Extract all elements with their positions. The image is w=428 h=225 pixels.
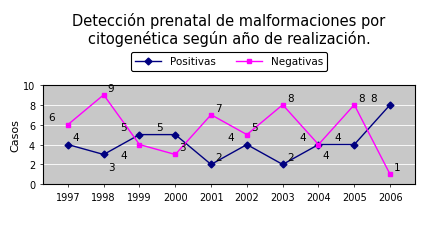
Text: 4: 4 — [227, 133, 234, 143]
Positivas — [173, 134, 178, 136]
Positivas — [387, 104, 392, 107]
Text: 5: 5 — [156, 123, 163, 133]
Positivas — [280, 163, 285, 166]
Text: 4: 4 — [120, 151, 127, 161]
Negativas — [65, 124, 71, 126]
Text: 1: 1 — [394, 162, 401, 172]
Text: 2: 2 — [215, 153, 222, 162]
Text: 4: 4 — [323, 151, 329, 161]
Negativas — [137, 144, 142, 146]
Negativas — [173, 153, 178, 156]
Text: 3: 3 — [179, 143, 186, 153]
Positivas — [137, 134, 142, 136]
Legend: Positivas, Negativas: Positivas, Negativas — [131, 53, 327, 71]
Positivas — [316, 144, 321, 146]
Text: 9: 9 — [108, 83, 114, 93]
Text: 3: 3 — [108, 162, 114, 172]
Text: 2: 2 — [287, 153, 294, 162]
Negativas — [244, 134, 250, 136]
Text: 4: 4 — [72, 133, 79, 143]
Negativas — [280, 104, 285, 107]
Text: 4: 4 — [299, 133, 306, 143]
Negativas — [387, 173, 392, 176]
Text: 4: 4 — [335, 133, 342, 143]
Positivas — [101, 153, 106, 156]
Title: Detección prenatal de malformaciones por
citogenética según año de realización.: Detección prenatal de malformaciones por… — [72, 13, 386, 47]
Negativas — [208, 114, 214, 117]
Text: 7: 7 — [215, 103, 222, 113]
Text: 5: 5 — [251, 123, 258, 133]
Positivas — [65, 144, 71, 146]
Line: Positivas: Positivas — [65, 103, 392, 167]
Negativas — [352, 104, 357, 107]
Negativas — [101, 94, 106, 97]
Text: 8: 8 — [371, 93, 377, 103]
Text: 6: 6 — [48, 113, 55, 123]
Text: 8: 8 — [287, 93, 294, 103]
Positivas — [208, 163, 214, 166]
Text: 5: 5 — [120, 123, 127, 133]
Text: 8: 8 — [359, 93, 365, 103]
Positivas — [352, 144, 357, 146]
Y-axis label: Casos: Casos — [10, 119, 20, 151]
Positivas — [244, 144, 250, 146]
Line: Negativas: Negativas — [65, 93, 392, 177]
Negativas — [316, 144, 321, 146]
